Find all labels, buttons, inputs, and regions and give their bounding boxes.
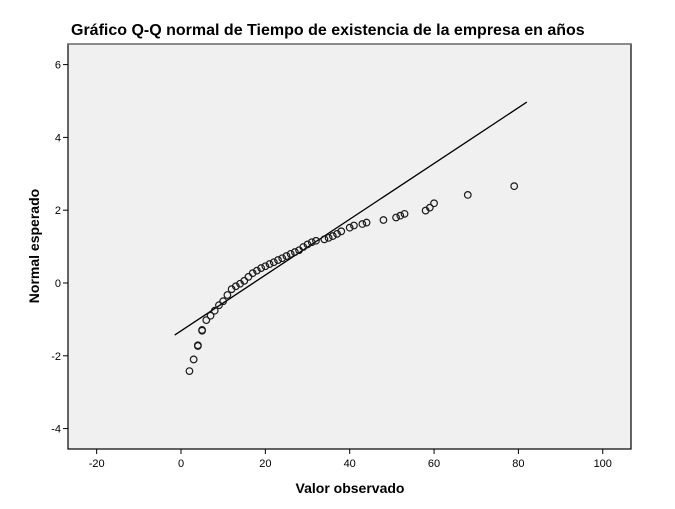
data-point (362, 218, 371, 227)
data-point (198, 326, 206, 334)
data-point (206, 311, 215, 320)
data-point (231, 282, 240, 291)
data-point (282, 252, 291, 260)
data-points (185, 182, 519, 375)
x-tick-label: 20 (259, 458, 271, 470)
data-point (396, 211, 405, 220)
x-tick-label: 0 (178, 458, 184, 470)
data-point (510, 182, 519, 191)
data-point (202, 316, 211, 325)
x-axis: -20 0 20 40 60 80 100 (89, 449, 612, 470)
data-point (290, 248, 299, 256)
reference-line (174, 101, 528, 336)
data-point (337, 227, 346, 236)
data-point (278, 254, 287, 263)
data-point (328, 232, 337, 240)
y-tick-label: 6 (55, 60, 61, 72)
x-tick-label: -20 (89, 458, 105, 470)
y-axis: -4 -2 0 2 4 6 (51, 60, 68, 436)
data-point (358, 220, 367, 228)
data-point (379, 216, 388, 224)
data-point (223, 291, 232, 299)
y-tick-label: -2 (51, 351, 61, 363)
data-point (320, 235, 329, 244)
data-point (303, 240, 312, 249)
data-point (299, 243, 308, 251)
data-point (189, 355, 198, 364)
y-axis-title: Normal esperado (26, 189, 42, 303)
x-tick-label: 100 (594, 458, 612, 470)
data-point (240, 276, 249, 285)
data-point (185, 367, 194, 375)
data-point (248, 269, 257, 278)
data-point (265, 260, 274, 268)
data-point (253, 266, 261, 275)
data-point (350, 221, 358, 230)
data-point (400, 209, 409, 218)
data-point (261, 262, 270, 271)
data-point (215, 301, 223, 310)
data-point (333, 229, 341, 238)
y-tick-label: -4 (51, 424, 61, 436)
x-tick-label: 80 (512, 458, 524, 470)
y-tick-label: 2 (55, 205, 61, 217)
data-point (257, 264, 266, 272)
data-point (324, 233, 333, 242)
x-axis-title: Valor observado (296, 480, 405, 496)
data-point (269, 258, 278, 267)
data-point (345, 223, 354, 232)
x-tick-label: 40 (344, 458, 356, 470)
plot-area (67, 43, 632, 450)
data-point (312, 236, 320, 245)
data-point (193, 341, 202, 350)
data-point (219, 297, 228, 306)
data-point (307, 238, 316, 247)
y-tick-label: 4 (55, 132, 61, 144)
data-point (286, 249, 295, 258)
data-point (210, 306, 219, 315)
data-point (392, 213, 400, 222)
data-point (463, 191, 472, 199)
chart-title: Gráfico Q-Q normal de Tiempo de existenc… (71, 22, 585, 39)
data-point (425, 203, 434, 212)
y-tick-label: 0 (55, 278, 61, 290)
x-tick-label: 60 (428, 458, 440, 470)
data-point (430, 199, 438, 208)
data-point (274, 256, 282, 264)
